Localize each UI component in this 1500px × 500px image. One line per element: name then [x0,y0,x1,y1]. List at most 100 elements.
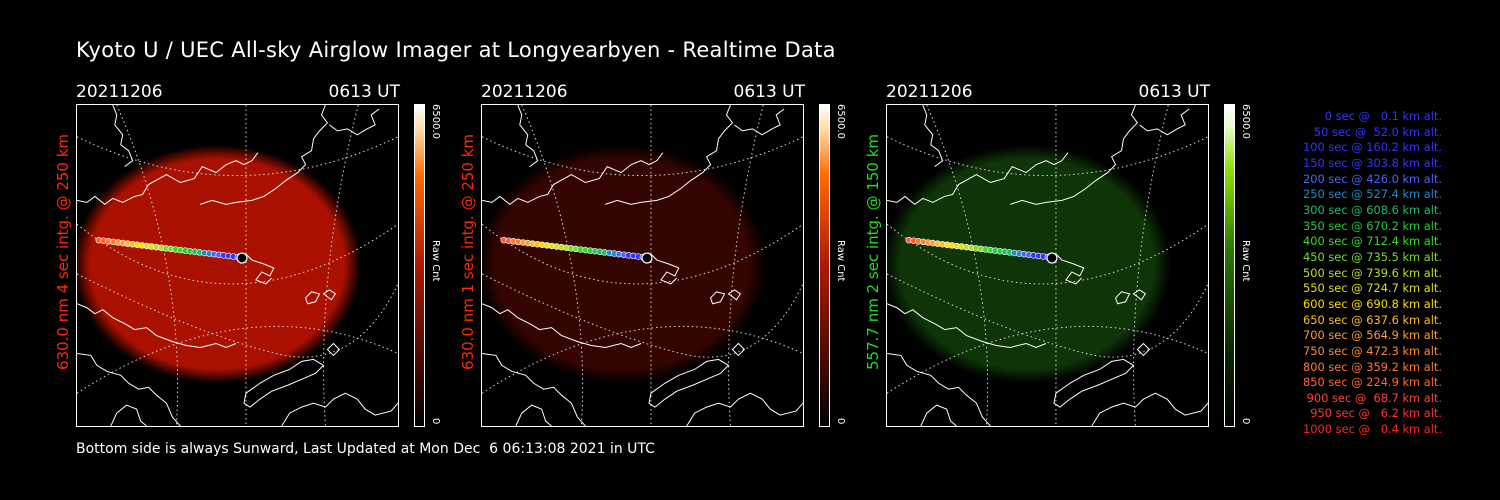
coastline [1139,108,1190,136]
panel-1-cbar-max: 6500.0 [430,104,441,139]
legend-row: 400 sec @ 712.4 km alt. [1303,234,1442,249]
graticule-line [728,105,764,426]
legend-row: 900 sec @ 68.7 km alt. [1306,390,1442,405]
coastline [887,303,1047,349]
airglow-field [887,144,1172,384]
graticule-line [482,325,803,394]
coastline [281,392,398,426]
graticule-line [77,273,398,358]
coastline [686,392,803,426]
graticule-line [77,136,398,176]
coastline [1091,392,1208,426]
legend-row: 0 sec @ 0.1 km alt. [1324,109,1442,123]
coastline [920,404,957,426]
coastline [1136,342,1151,357]
graticule-line [1133,105,1169,426]
legend-row: 300 sec @ 608.6 km alt. [1303,202,1442,217]
graticule-line [323,105,359,426]
coastline [77,152,259,206]
coastline [77,352,181,426]
legend-row: 1000 sec @ 0.4 km alt. [1303,422,1442,437]
panel-3-side-label: 557.7 nm 2 sec intg. @ 150 km [864,133,882,370]
panel-2-side-label: 630.0 nm 1 sec intg. @ 250 km [459,133,477,370]
coastline [1055,253,1085,285]
airglow-field [482,144,767,384]
coastline [326,342,341,357]
panel-1-map [77,105,398,426]
panel-1-date: 20211206 [76,82,163,102]
coastline [727,289,742,301]
panel-2-cbar-unit: Raw Cnt [835,240,846,282]
coastline [482,352,586,426]
coastline [887,352,991,426]
coastline [517,105,539,168]
legend-row: 700 sec @ 564.9 km alt. [1303,328,1442,343]
graticule-line [887,223,1208,285]
coastline [922,105,944,168]
footer-note: Bottom side is always Sunward, Last Upda… [76,441,655,457]
coastline [112,105,134,168]
panel-3-cbar-unit: Raw Cnt [1240,240,1251,282]
coastline [1053,358,1135,408]
coastline [734,108,785,136]
legend-row: 200 sec @ 426.0 km alt. [1303,171,1442,186]
page-title: Kyoto U / UEC All-sky Airglow Imager at … [76,38,836,62]
legend-row: 800 sec @ 359.2 km alt. [1303,359,1442,374]
panel-3-colorbar [1224,104,1235,427]
coastline [200,105,329,205]
coastline [887,152,1069,206]
legend-row: 600 sec @ 690.8 km alt. [1303,296,1442,311]
coastline [110,404,147,426]
legend-row: 650 sec @ 637.6 km alt. [1303,312,1442,327]
graticule-line [77,223,398,285]
panel-1-cbar-min: 0 [430,418,441,425]
coastline [605,105,734,205]
panel-3-allsky-image [886,104,1209,427]
coastline [243,358,325,408]
coastline [710,291,726,305]
coastline [245,253,275,285]
coastline [482,152,664,206]
panel-2-cbar-max: 6500.0 [835,104,846,139]
graticule-line [521,105,584,426]
legend-row: 500 sec @ 739.6 km alt. [1303,265,1442,280]
coastline [648,358,730,408]
legend-row: 450 sec @ 735.5 km alt. [1303,249,1442,264]
legend-row: 350 sec @ 670.2 km alt. [1303,218,1442,233]
panel-1-colorbar [414,104,425,427]
panel-1-time: 0613 UT [328,82,401,102]
legend-row: 750 sec @ 472.3 km alt. [1303,343,1442,358]
panel-2-colorbar [819,104,830,427]
graticule-line [77,325,398,394]
graticule-line [887,136,1208,176]
legend-row: 50 sec @ 52.0 km alt. [1313,124,1442,139]
panel-2-map [482,105,803,426]
graticule-line [482,136,803,176]
panel-3-cbar-max: 6500.0 [1240,104,1251,139]
station-marker [1046,252,1058,264]
coastline [650,253,680,285]
legend-row: 250 sec @ 527.4 km alt. [1303,187,1442,202]
panel-3-cbar-min: 0 [1240,418,1251,425]
coastline [322,289,337,301]
graticule-line [482,273,803,358]
coastline [305,291,321,305]
coastline [1010,105,1139,205]
panel-1-side-label: 630.0 nm 4 sec intg. @ 250 km [54,133,72,370]
coastline [731,342,746,357]
panel-2-time: 0613 UT [733,82,806,102]
panel-3-date: 20211206 [886,82,973,102]
airglow-field [77,144,362,384]
coastline [1115,291,1131,305]
graticule-line [887,273,1208,358]
graticule-line [887,325,1208,394]
coastline [77,303,237,349]
panel-3-time: 0613 UT [1138,82,1211,102]
coastline [329,108,380,136]
panel-1-allsky-image [76,104,399,427]
station-marker [641,252,653,264]
legend-row: 150 sec @ 303.8 km alt. [1303,155,1442,170]
panel-2-cbar-min: 0 [835,418,846,425]
graticule-line [482,223,803,285]
panel-1-cbar-unit: Raw Cnt [430,240,441,282]
